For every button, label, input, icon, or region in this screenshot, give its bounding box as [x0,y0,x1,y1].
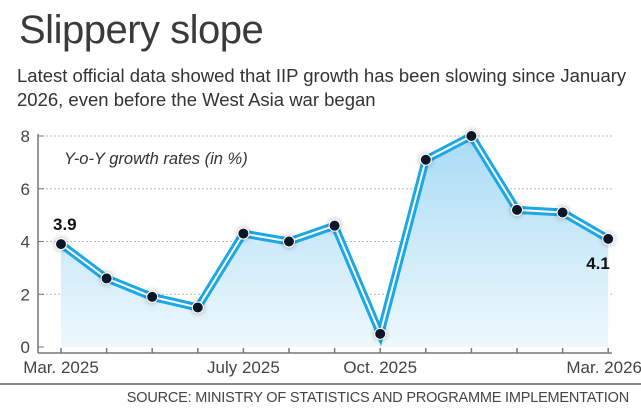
y-tick-label: 2 [21,285,30,304]
unit-annotation: Y-o-Y growth rates (in %) [64,150,248,168]
data-point [602,232,615,245]
data-point [283,235,295,248]
y-axis-ticks: 0 2 4 6 8 [21,127,44,357]
data-labels: 3.9 4.1 [53,215,610,273]
chart-title: Slippery slope [19,8,264,52]
data-point [374,327,387,340]
y-tick-label: 6 [21,180,30,199]
x-tick-label: July 2025 [207,358,280,377]
data-point [191,301,204,314]
data-point [328,219,341,232]
data-point [556,206,569,219]
data-point [419,153,432,166]
data-label: 4.1 [586,254,610,273]
data-points [55,130,615,340]
x-axis-ticks: Mar. 2025 July 2025 Oct. 2025 Mar. 2026 [23,348,641,377]
y-tick-label: 0 [21,338,30,357]
data-point [146,290,159,303]
x-tick-label: Mar. 2025 [23,358,99,377]
chart-subtitle: Latest official data showed that IIP gro… [17,65,627,110]
source-divider [0,383,641,385]
data-label: 3.9 [53,215,77,234]
data-point [100,272,113,285]
x-tick-label: Oct. 2025 [343,358,417,377]
data-point [511,203,523,216]
source-note: SOURCE: MINISTRY OF STATISTICS AND PROGR… [126,390,629,406]
y-tick-label: 4 [21,233,30,252]
data-point [237,227,250,240]
x-tick-label: Mar. 2026 [566,358,641,377]
y-tick-label: 8 [21,127,30,146]
area-fill [61,136,609,347]
data-point [55,238,67,251]
data-point [465,130,478,142]
